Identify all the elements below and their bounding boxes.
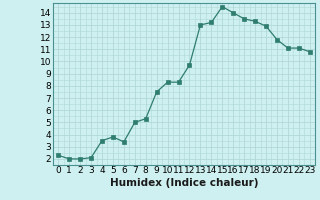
X-axis label: Humidex (Indice chaleur): Humidex (Indice chaleur): [110, 178, 258, 188]
